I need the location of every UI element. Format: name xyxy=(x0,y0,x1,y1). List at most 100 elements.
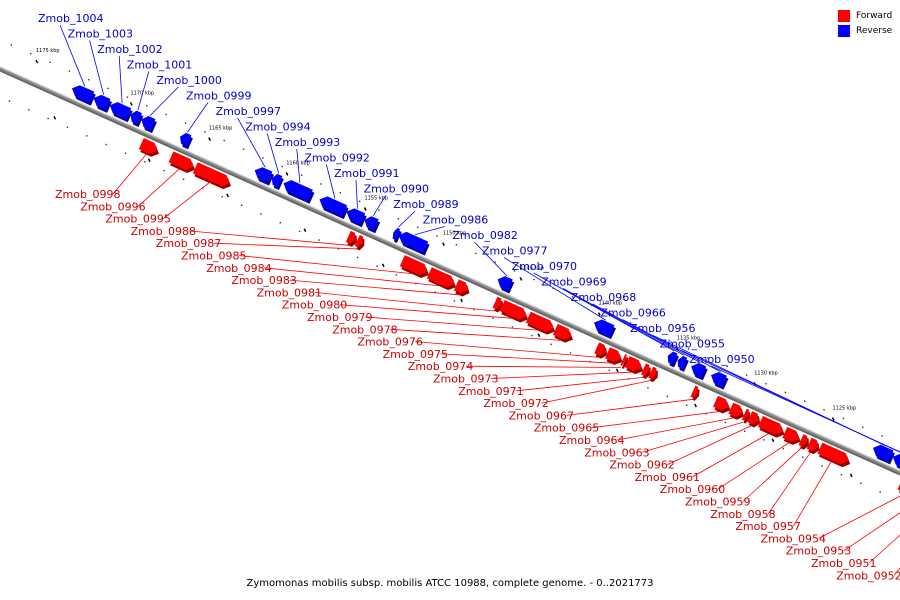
gene-label-forward[interactable]: Zmob_0995 xyxy=(105,213,170,226)
gene-zmob-0968[interactable] xyxy=(691,363,707,378)
gene-label-reverse[interactable]: Zmob_1001 xyxy=(127,59,192,72)
gene-zmob-0958[interactable] xyxy=(806,437,819,452)
gene-label-forward[interactable]: Zmob_0983 xyxy=(231,274,296,287)
gene-zmob-0960[interactable] xyxy=(782,426,800,442)
gene-zmob-0992[interactable] xyxy=(319,196,348,217)
gene-label-reverse[interactable]: Zmob_0970 xyxy=(512,260,577,273)
gene-label-reverse[interactable]: Zmob_0997 xyxy=(216,105,281,118)
gene-label-forward[interactable]: Zmob_0958 xyxy=(710,508,775,521)
gene-label-forward[interactable]: Zmob_0964 xyxy=(559,434,624,447)
gene-zmob-0969[interactable] xyxy=(677,355,688,369)
gene-zmob-0990[interactable] xyxy=(364,216,379,231)
gene-label-forward[interactable]: Zmob_0951 xyxy=(811,557,876,570)
gene-zmob-0954[interactable] xyxy=(897,479,900,494)
gene-label-forward[interactable]: Zmob_0965 xyxy=(534,422,599,435)
gene-label-forward[interactable]: Zmob_0971 xyxy=(458,385,523,398)
gene-zmob-0975[interactable] xyxy=(605,347,621,362)
gene-zmob-0997[interactable] xyxy=(254,167,273,183)
gene-zmob-0976[interactable] xyxy=(594,342,606,356)
gene-label-forward[interactable]: Zmob_0975 xyxy=(383,348,448,361)
gene-label-forward[interactable]: Zmob_0996 xyxy=(80,200,145,213)
gene-label-forward[interactable]: Zmob_0957 xyxy=(735,520,800,533)
gene-zmob-0964[interactable] xyxy=(728,402,743,417)
gene-label-reverse[interactable]: Zmob_1004 xyxy=(38,12,103,25)
gene-zmob-0966[interactable] xyxy=(711,372,727,387)
gene-zmob-0959[interactable] xyxy=(798,434,808,447)
gene-zmob-0977[interactable] xyxy=(594,319,615,337)
gene-zmob-0980[interactable] xyxy=(499,300,527,320)
gene-zmob-0974[interactable] xyxy=(620,354,627,366)
gene-zmob-0982[interactable] xyxy=(497,276,513,291)
gene-zmob-1003[interactable] xyxy=(93,94,111,110)
gene-zmob-0967[interactable] xyxy=(690,385,699,398)
gene-zmob-0981[interactable] xyxy=(492,296,502,310)
gene-label-forward[interactable]: Zmob_0985 xyxy=(181,250,246,263)
gene-label-reverse[interactable]: Zmob_1003 xyxy=(68,28,133,41)
gene-label-forward[interactable]: Zmob_0976 xyxy=(357,336,422,349)
gene-zmob-0957[interactable] xyxy=(817,442,849,465)
gene-label-forward[interactable]: Zmob_0954 xyxy=(761,532,826,545)
gene-zmob-0999[interactable] xyxy=(180,132,192,147)
gene-label-forward[interactable]: Zmob_0980 xyxy=(282,299,347,312)
gene-zmob-0984[interactable] xyxy=(426,267,455,288)
gene-zmob-0989[interactable] xyxy=(392,227,401,240)
gene-zmob-0988[interactable] xyxy=(345,230,356,244)
gene-label-reverse[interactable]: Zmob_0999 xyxy=(186,90,251,103)
gene-label-reverse[interactable]: Zmob_0992 xyxy=(304,152,369,165)
gene-label-forward[interactable]: Zmob_0972 xyxy=(483,397,548,410)
gene-zmob-0979[interactable] xyxy=(525,311,554,332)
gene-zmob-0991[interactable] xyxy=(346,208,366,225)
gene-zmob-0994[interactable] xyxy=(271,173,283,188)
gene-label-reverse[interactable]: Zmob_0994 xyxy=(245,121,310,134)
gene-label-forward[interactable]: Zmob_0953 xyxy=(786,545,851,558)
gene-label-reverse[interactable]: Zmob_0986 xyxy=(423,214,488,227)
gene-label-reverse[interactable]: Zmob_0950 xyxy=(689,353,754,366)
gene-zmob-0983[interactable] xyxy=(453,279,468,294)
gene-zmob-0996[interactable] xyxy=(168,151,194,170)
gene-label-forward[interactable]: Zmob_0960 xyxy=(660,483,725,496)
gene-label-forward[interactable]: Zmob_0987 xyxy=(156,237,221,250)
gene-zmob-1004[interactable] xyxy=(72,85,95,103)
gene-zmob-0993[interactable] xyxy=(283,180,313,201)
gene-zmob-0963[interactable] xyxy=(741,408,749,421)
gene-label-forward[interactable]: Zmob_0962 xyxy=(609,459,674,472)
gene-label-reverse[interactable]: Zmob_0989 xyxy=(393,198,458,211)
gene-zmob-1001[interactable] xyxy=(130,110,142,125)
gene-zmob-0986[interactable] xyxy=(398,231,429,253)
gene-label-forward[interactable]: Zmob_0961 xyxy=(635,471,700,484)
gene-zmob-0995[interactable] xyxy=(192,162,230,187)
gene-label-forward[interactable]: Zmob_0963 xyxy=(584,446,649,459)
gene-zmob-0973[interactable] xyxy=(624,356,642,372)
gene-label-forward[interactable]: Zmob_0984 xyxy=(206,262,271,275)
gene-zmob-0998[interactable] xyxy=(138,138,158,154)
gene-zmob-0971[interactable] xyxy=(641,363,650,376)
gene-label-forward[interactable]: Zmob_0998 xyxy=(55,188,120,201)
gene-label-reverse[interactable]: Zmob_1000 xyxy=(156,74,221,87)
gene-zmob-0961[interactable] xyxy=(758,415,783,435)
gene-label-reverse[interactable]: Zmob_0990 xyxy=(364,183,429,196)
gene-zmob-1000[interactable] xyxy=(141,115,156,131)
gene-zmob-0987[interactable] xyxy=(354,234,363,248)
gene-label-reverse[interactable]: Zmob_0966 xyxy=(600,307,665,320)
gene-label-reverse[interactable]: Zmob_0977 xyxy=(482,245,547,258)
gene-label-reverse[interactable]: Zmob_0956 xyxy=(630,322,695,335)
gene-zmob-0972[interactable] xyxy=(648,366,657,380)
gene-label-forward[interactable]: Zmob_0988 xyxy=(131,225,196,238)
gene-zmob-0985[interactable] xyxy=(399,255,428,276)
gene-label-forward[interactable]: Zmob_0978 xyxy=(332,323,397,336)
gene-label-forward[interactable]: Zmob_0967 xyxy=(509,409,574,422)
gene-label-reverse[interactable]: Zmob_0993 xyxy=(275,136,340,149)
gene-label-forward[interactable]: Zmob_0979 xyxy=(307,311,372,324)
gene-zmob-0956[interactable] xyxy=(873,444,894,462)
gene-label-reverse[interactable]: Zmob_0969 xyxy=(541,276,606,289)
gene-zmob-1002[interactable] xyxy=(109,102,132,120)
gene-label-forward[interactable]: Zmob_0959 xyxy=(685,496,750,509)
gene-label-reverse[interactable]: Zmob_0991 xyxy=(334,167,399,180)
gene-zmob-0955[interactable] xyxy=(892,453,900,469)
gene-label-reverse[interactable]: Zmob_0968 xyxy=(571,291,636,304)
gene-label-reverse[interactable]: Zmob_1002 xyxy=(97,43,162,56)
gene-label-reverse[interactable]: Zmob_0955 xyxy=(660,338,725,351)
gene-zmob-0970[interactable] xyxy=(667,351,678,365)
gene-label-forward[interactable]: Zmob_0952 xyxy=(836,569,900,582)
gene-zmob-0962[interactable] xyxy=(747,411,759,425)
